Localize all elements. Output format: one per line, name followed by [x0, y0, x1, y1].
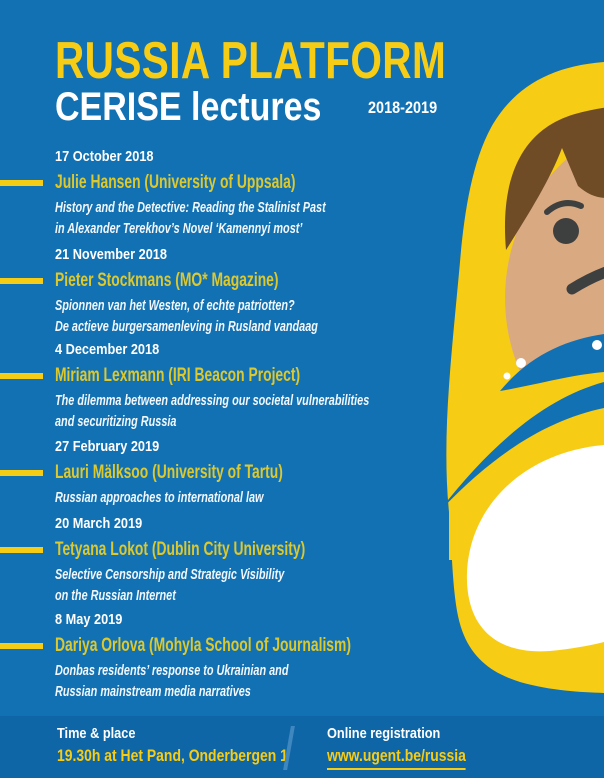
topic-line: Russian approaches to international law	[55, 490, 264, 506]
lecture-date: 8 May 2019	[55, 611, 123, 628]
speaker-highlight-dash	[0, 373, 43, 379]
lecture-entry: 4 December 2018 Miriam Lexmann (IRI Beac…	[0, 341, 455, 433]
poster-subtitle: CERISE lectures	[55, 85, 322, 129]
lecture-entry: 8 May 2019 Dariya Orlova (Mohyla School …	[0, 611, 455, 703]
lecture-date: 27 February 2019	[55, 438, 160, 455]
doll-scarf-chin	[449, 338, 604, 560]
doll-hair	[505, 107, 604, 250]
poster-title: RUSSIA PLATFORM	[55, 32, 447, 90]
topic-line: and securitizing Russia	[55, 414, 177, 430]
registration-label: Online registration	[327, 725, 441, 742]
lecture-speaker: Miriam Lexmann (IRI Beacon Project)	[55, 365, 301, 386]
doll-body	[446, 62, 604, 693]
time-place-value: 19.30h at Het Pand, Onderbergen 1	[57, 746, 288, 765]
lecture-topic: Spionnen van het Westen, of echte patrio…	[55, 296, 455, 338]
poster-season: 2018-2019	[368, 98, 438, 117]
lecture-speaker: Lauri Mälksoo (University of Tartu)	[55, 462, 283, 483]
scarf-dot	[503, 372, 511, 380]
lecture-entry: 21 November 2018 Pieter Stockmans (MO* M…	[0, 246, 455, 338]
lecture-entry: 17 October 2018 Julie Hansen (University…	[0, 148, 455, 240]
topic-line: Spionnen van het Westen, of echte patrio…	[55, 298, 295, 314]
doll-scarf-knot	[500, 334, 604, 391]
footer-bar: Time & place 19.30h at Het Pand, Onderbe…	[0, 716, 604, 778]
lecture-speaker: Tetyana Lokot (Dublin City University)	[55, 539, 306, 560]
doll-eye-icon	[553, 218, 579, 244]
doll-face	[505, 132, 604, 464]
lecture-entry: 20 March 2019 Tetyana Lokot (Dublin City…	[0, 515, 455, 607]
lecture-date: 20 March 2019	[55, 515, 143, 532]
topic-line: The dilemma between addressing our socie…	[55, 393, 370, 409]
lecture-topic: History and the Detective: Reading the S…	[55, 198, 455, 240]
doll-eyebrow-icon	[544, 200, 584, 215]
lecture-entry: 27 February 2019 Lauri Mälksoo (Universi…	[0, 438, 455, 509]
speaker-highlight-dash	[0, 278, 43, 284]
topic-line: on the Russian Internet	[55, 588, 176, 604]
lecture-topic: Selective Censorship and Strategic Visib…	[55, 565, 455, 607]
lecture-topic: The dilemma between addressing our socie…	[55, 391, 455, 433]
doll-scarf-ribbon	[437, 382, 604, 514]
footer-registration: Online registration www.ugent.be/russia	[327, 725, 496, 770]
lecture-speaker: Julie Hansen (University of Uppsala)	[55, 172, 296, 193]
topic-line: Russian mainstream media narratives	[55, 684, 251, 700]
registration-link[interactable]: www.ugent.be/russia	[327, 745, 466, 770]
doll-belly	[466, 445, 604, 652]
time-place-label: Time & place	[57, 725, 136, 742]
scarf-dot	[592, 340, 602, 350]
lecture-date: 4 December 2018	[55, 341, 160, 358]
topic-line: History and the Detective: Reading the S…	[55, 200, 326, 216]
lecture-date: 21 November 2018	[55, 246, 167, 263]
speaker-highlight-dash	[0, 180, 43, 186]
topic-line: De actieve burgersamenleving in Rusland …	[55, 319, 318, 335]
lecture-speaker: Dariya Orlova (Mohyla School of Journali…	[55, 635, 351, 656]
lecture-topic: Donbas residents’ response to Ukrainian …	[55, 661, 455, 703]
speaker-highlight-dash	[0, 643, 43, 649]
lecture-date: 17 October 2018	[55, 148, 154, 165]
lecture-topic: Russian approaches to international law	[55, 488, 455, 509]
footer-time-place: Time & place 19.30h at Het Pand, Onderbe…	[57, 725, 288, 767]
doll-smile-icon	[566, 266, 604, 295]
topic-line: Donbas residents’ response to Ukrainian …	[55, 663, 289, 679]
scarf-dot	[516, 358, 526, 368]
topic-line: Selective Censorship and Strategic Visib…	[55, 567, 285, 583]
speaker-highlight-dash	[0, 470, 43, 476]
topic-line: in Alexander Terekhov’s Novel ‘Kamennyi …	[55, 221, 303, 237]
lecture-speaker: Pieter Stockmans (MO* Magazine)	[55, 270, 279, 291]
speaker-highlight-dash	[0, 547, 43, 553]
